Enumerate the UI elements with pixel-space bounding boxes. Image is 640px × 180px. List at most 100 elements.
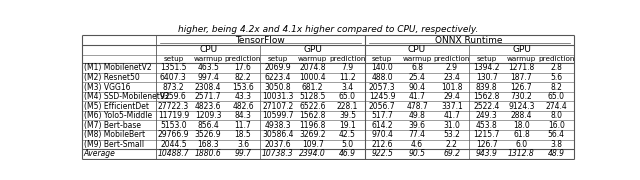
Text: 839.8: 839.8 bbox=[476, 83, 497, 92]
Text: 4.6: 4.6 bbox=[411, 140, 423, 149]
Text: GPU: GPU bbox=[303, 45, 322, 54]
Text: 8.2: 8.2 bbox=[550, 83, 562, 92]
Text: 1000.4: 1000.4 bbox=[300, 73, 326, 82]
Text: (M8) MobileBert: (M8) MobileBert bbox=[84, 130, 145, 139]
Text: 10738.3: 10738.3 bbox=[262, 149, 294, 158]
Text: 3050.8: 3050.8 bbox=[264, 83, 291, 92]
Text: 11.7: 11.7 bbox=[235, 121, 252, 130]
Text: Average: Average bbox=[84, 149, 116, 158]
Text: 2394.0: 2394.0 bbox=[300, 149, 326, 158]
Text: 8.0: 8.0 bbox=[550, 111, 563, 120]
Text: (M2) Resnet50: (M2) Resnet50 bbox=[84, 73, 140, 82]
Text: 463.5: 463.5 bbox=[197, 64, 219, 73]
Text: (M6) Yolo5-Middle: (M6) Yolo5-Middle bbox=[84, 111, 152, 120]
Text: 69.2: 69.2 bbox=[444, 149, 460, 158]
Text: CPU: CPU bbox=[199, 45, 217, 54]
Text: (M3) VGG16: (M3) VGG16 bbox=[84, 83, 131, 92]
Text: 39.5: 39.5 bbox=[339, 111, 356, 120]
Text: 17.6: 17.6 bbox=[234, 64, 252, 73]
Text: 29766.9: 29766.9 bbox=[157, 130, 189, 139]
Text: 18.0: 18.0 bbox=[513, 121, 530, 130]
Text: 43.3: 43.3 bbox=[234, 92, 252, 101]
Text: 18.5: 18.5 bbox=[235, 130, 252, 139]
Text: 1196.8: 1196.8 bbox=[300, 121, 326, 130]
Text: 337.1: 337.1 bbox=[441, 102, 463, 111]
Text: 997.4: 997.4 bbox=[197, 73, 219, 82]
Text: 614.2: 614.2 bbox=[371, 121, 393, 130]
Text: 4823.6: 4823.6 bbox=[195, 102, 221, 111]
Text: 27722.3: 27722.3 bbox=[157, 102, 189, 111]
Text: 517.7: 517.7 bbox=[371, 111, 393, 120]
Text: prediction: prediction bbox=[434, 56, 470, 62]
Text: 228.1: 228.1 bbox=[337, 102, 358, 111]
Text: 65.0: 65.0 bbox=[339, 92, 356, 101]
Text: 1215.7: 1215.7 bbox=[474, 130, 500, 139]
Text: 274.4: 274.4 bbox=[545, 102, 567, 111]
Text: 31.0: 31.0 bbox=[444, 121, 460, 130]
Text: 29.4: 29.4 bbox=[444, 92, 460, 101]
Text: setup: setup bbox=[163, 56, 184, 62]
Text: 1245.9: 1245.9 bbox=[369, 92, 396, 101]
Text: 873.2: 873.2 bbox=[163, 83, 184, 92]
Text: warmup: warmup bbox=[403, 56, 432, 62]
Text: 2.8: 2.8 bbox=[550, 64, 562, 73]
Text: 6407.3: 6407.3 bbox=[160, 73, 187, 82]
Text: 2308.4: 2308.4 bbox=[195, 83, 221, 92]
Text: 84.3: 84.3 bbox=[234, 111, 252, 120]
Text: 2057.3: 2057.3 bbox=[369, 83, 396, 92]
Text: GPU: GPU bbox=[512, 45, 531, 54]
Text: 90.4: 90.4 bbox=[408, 83, 426, 92]
Text: 488.0: 488.0 bbox=[371, 73, 393, 82]
Text: 6.8: 6.8 bbox=[411, 64, 423, 73]
Text: 77.4: 77.4 bbox=[408, 130, 426, 139]
Text: setup: setup bbox=[476, 56, 497, 62]
Text: 130.7: 130.7 bbox=[476, 73, 497, 82]
Text: setup: setup bbox=[268, 56, 288, 62]
Text: 922.5: 922.5 bbox=[371, 149, 393, 158]
Text: 288.4: 288.4 bbox=[511, 111, 532, 120]
Text: 10031.3: 10031.3 bbox=[262, 92, 294, 101]
Text: ONNX Runtime: ONNX Runtime bbox=[435, 36, 503, 45]
Text: 56.4: 56.4 bbox=[548, 130, 564, 139]
Text: 153.6: 153.6 bbox=[232, 83, 254, 92]
Text: 970.4: 970.4 bbox=[371, 130, 393, 139]
Text: 82.2: 82.2 bbox=[235, 73, 252, 82]
Text: 6223.4: 6223.4 bbox=[264, 73, 291, 82]
Text: 168.3: 168.3 bbox=[197, 140, 219, 149]
Text: 11719.9: 11719.9 bbox=[157, 111, 189, 120]
Text: 1562.8: 1562.8 bbox=[474, 92, 500, 101]
Text: 2571.7: 2571.7 bbox=[195, 92, 221, 101]
Text: 3.4: 3.4 bbox=[341, 83, 353, 92]
Text: 681.2: 681.2 bbox=[302, 83, 323, 92]
Text: 46.9: 46.9 bbox=[339, 149, 356, 158]
Text: prediction: prediction bbox=[329, 56, 365, 62]
Text: 42.5: 42.5 bbox=[339, 130, 356, 139]
Text: 1394.2: 1394.2 bbox=[474, 64, 500, 73]
Text: 5153.0: 5153.0 bbox=[160, 121, 187, 130]
Text: 6522.6: 6522.6 bbox=[300, 102, 326, 111]
Text: 39.6: 39.6 bbox=[408, 121, 426, 130]
Text: 140.0: 140.0 bbox=[371, 64, 393, 73]
Text: 453.8: 453.8 bbox=[476, 121, 497, 130]
Text: 126.7: 126.7 bbox=[476, 140, 497, 149]
Text: 2.9: 2.9 bbox=[446, 64, 458, 73]
Text: 1562.8: 1562.8 bbox=[300, 111, 326, 120]
Text: 212.6: 212.6 bbox=[371, 140, 393, 149]
Text: 19.1: 19.1 bbox=[339, 121, 356, 130]
Text: 2069.9: 2069.9 bbox=[264, 64, 291, 73]
Text: 3269.2: 3269.2 bbox=[300, 130, 326, 139]
Text: 41.7: 41.7 bbox=[408, 92, 426, 101]
Text: 1880.6: 1880.6 bbox=[195, 149, 221, 158]
Text: TensorFlow: TensorFlow bbox=[236, 36, 285, 45]
Text: warmup: warmup bbox=[298, 56, 327, 62]
Text: setup: setup bbox=[372, 56, 392, 62]
Text: 2044.5: 2044.5 bbox=[160, 140, 187, 149]
Text: 2037.6: 2037.6 bbox=[264, 140, 291, 149]
Text: 482.6: 482.6 bbox=[232, 102, 254, 111]
Text: 49.8: 49.8 bbox=[408, 111, 426, 120]
Text: CPU: CPU bbox=[408, 45, 426, 54]
Text: 2074.8: 2074.8 bbox=[300, 64, 326, 73]
Text: 27107.2: 27107.2 bbox=[262, 102, 293, 111]
Text: 478.7: 478.7 bbox=[406, 102, 428, 111]
Text: warmup: warmup bbox=[507, 56, 536, 62]
